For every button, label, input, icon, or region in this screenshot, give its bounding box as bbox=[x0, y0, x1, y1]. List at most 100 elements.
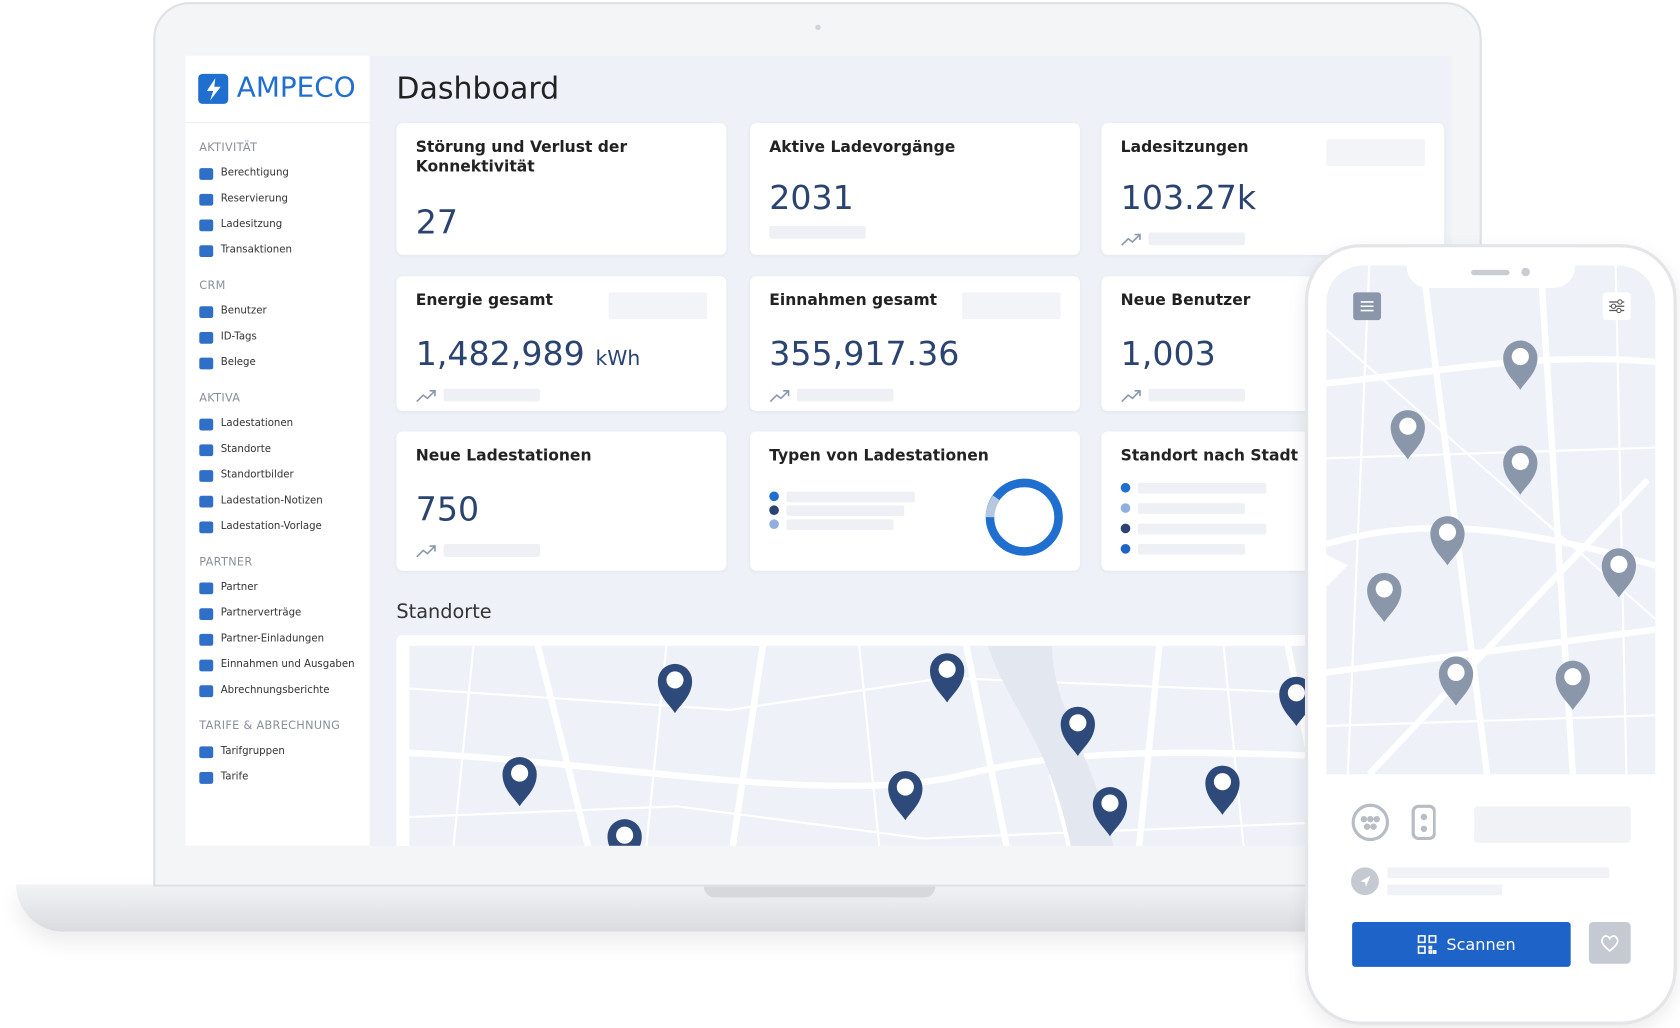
scan-label: Scannen bbox=[1446, 934, 1516, 955]
placeholder bbox=[1148, 232, 1245, 246]
map-pin bbox=[1205, 765, 1240, 815]
map-pin bbox=[1060, 706, 1095, 756]
pin-body bbox=[1205, 765, 1240, 815]
stat-card: Ladesitzungen 103.27k bbox=[1101, 123, 1445, 255]
trend-line bbox=[416, 390, 436, 403]
connector-icons bbox=[1351, 803, 1436, 842]
donut bbox=[985, 478, 1063, 556]
legend-dot bbox=[769, 491, 779, 502]
card-title: Einnahmen gesamt bbox=[769, 292, 938, 310]
map-pin bbox=[1367, 572, 1402, 623]
nav-item[interactable]: Einnahmen und Ausgaben bbox=[220, 658, 355, 671]
pin-hole bbox=[896, 778, 914, 796]
nav-item[interactable]: Berechtigung bbox=[220, 167, 289, 179]
nav-item[interactable]: Partner bbox=[220, 581, 258, 594]
nav-icon bbox=[199, 193, 214, 206]
pin-hole bbox=[1511, 348, 1529, 366]
nav-item[interactable]: Ladestation-Notizen bbox=[220, 494, 323, 507]
map-pin bbox=[657, 663, 693, 714]
nav-item[interactable]: Abrechnungsberichte bbox=[220, 684, 330, 697]
nav-icon bbox=[199, 470, 214, 482]
pin-hole bbox=[511, 764, 529, 782]
card-title: Neue Benutzer bbox=[1120, 292, 1251, 310]
value: 1,003 bbox=[1120, 335, 1216, 374]
placeholder bbox=[443, 543, 540, 557]
pin-body bbox=[929, 653, 965, 703]
nav-item[interactable]: Tarifgruppen bbox=[220, 745, 285, 758]
pin-body bbox=[1555, 660, 1590, 710]
nav-item[interactable]: Reservierung bbox=[220, 192, 289, 205]
section-heading: CRM bbox=[199, 279, 226, 293]
nav-item[interactable]: Ladestationen bbox=[220, 417, 294, 430]
map-pin bbox=[607, 819, 642, 846]
placeholder bbox=[443, 388, 540, 402]
legend-dot bbox=[769, 519, 779, 529]
page-title: Dashboard bbox=[396, 70, 560, 107]
card-title: Energie gesamt bbox=[415, 292, 553, 310]
card-value: 1,482,989 kWh bbox=[416, 335, 641, 374]
phone-camera bbox=[1521, 267, 1530, 277]
heart-icon bbox=[1601, 935, 1619, 952]
nav-item[interactable]: Partner-Einladungen bbox=[220, 632, 325, 645]
placeholder bbox=[1474, 806, 1631, 843]
nav-item[interactable]: Belege bbox=[220, 356, 256, 369]
trend-line bbox=[1121, 390, 1141, 403]
nav-icon bbox=[199, 685, 214, 698]
trend-line bbox=[416, 545, 436, 558]
dropdown bbox=[1326, 139, 1425, 166]
nav-item[interactable]: Ladestation-Vorlage bbox=[220, 520, 322, 533]
nav-icon bbox=[199, 357, 214, 370]
location-arrow bbox=[1360, 875, 1371, 887]
legend-dot bbox=[1120, 523, 1131, 534]
map-pin bbox=[1503, 445, 1538, 495]
nav-icon bbox=[199, 521, 214, 534]
nav-icon bbox=[199, 219, 214, 232]
nav-item[interactable]: Standortbilder bbox=[220, 469, 294, 481]
placeholder bbox=[1137, 482, 1267, 494]
nav-item[interactable]: Ladesitzung bbox=[220, 218, 283, 231]
map-pin bbox=[1092, 787, 1128, 837]
nav-icon bbox=[199, 659, 214, 672]
nav-icon bbox=[199, 444, 214, 457]
nav-item[interactable]: Tarife bbox=[220, 770, 249, 783]
trend-icon bbox=[1121, 233, 1141, 246]
legend-dot bbox=[1120, 482, 1131, 493]
nav-icon bbox=[199, 418, 214, 431]
stat-card: Störung und Verlust der Konnektivität 27 bbox=[396, 123, 727, 255]
nav-item[interactable]: Benutzer bbox=[220, 305, 267, 317]
value: 1,482,989 bbox=[415, 335, 585, 374]
nav-item[interactable]: ID-Tags bbox=[220, 330, 257, 343]
dropdown bbox=[608, 292, 708, 320]
favorite-button[interactable] bbox=[1588, 921, 1631, 964]
map-pin bbox=[888, 770, 923, 821]
nav-icon bbox=[199, 608, 214, 620]
pin-body bbox=[1092, 787, 1128, 837]
nav-item[interactable]: Transaktionen bbox=[220, 244, 292, 256]
pin-body bbox=[1438, 656, 1474, 706]
placeholder bbox=[786, 491, 915, 503]
placeholder bbox=[786, 519, 894, 531]
nav-icon bbox=[199, 582, 214, 595]
value: 27 bbox=[415, 203, 458, 243]
scan-button[interactable] bbox=[1352, 921, 1571, 967]
pin-hole bbox=[616, 826, 634, 844]
map-pin bbox=[1438, 656, 1474, 706]
nav-icon bbox=[199, 633, 214, 646]
pin-hole bbox=[1287, 684, 1305, 702]
map-pin bbox=[1390, 410, 1425, 460]
nav-icon bbox=[199, 168, 214, 180]
pin-hole bbox=[1610, 555, 1628, 573]
nav-icon bbox=[199, 331, 214, 344]
nav-item[interactable]: Partnerverträge bbox=[220, 607, 302, 619]
pin-hole bbox=[1511, 452, 1529, 471]
pin-body bbox=[888, 770, 923, 821]
nav-item[interactable]: Standorte bbox=[220, 443, 271, 456]
laptop-notch bbox=[703, 884, 936, 898]
phone-map-area bbox=[1326, 265, 1656, 775]
donut-segment bbox=[985, 495, 1001, 518]
nav-icon bbox=[199, 772, 214, 784]
phone-speaker bbox=[1471, 269, 1510, 276]
camera bbox=[815, 24, 821, 30]
